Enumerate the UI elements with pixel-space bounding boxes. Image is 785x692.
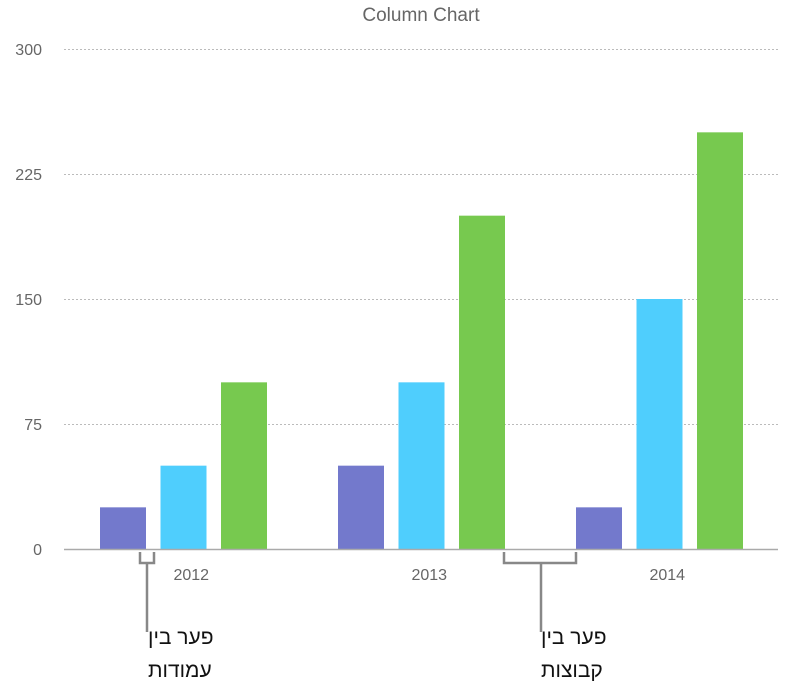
y-tick-label: 75 [24, 417, 42, 434]
bar-2014-series-2 [636, 299, 683, 549]
group-gap-label-line2: קבוצות [541, 659, 603, 682]
chart-title: Column Chart [362, 5, 480, 26]
bar-2013-series-2 [398, 382, 445, 549]
x-tick-label: 2012 [173, 567, 209, 584]
y-tick-label: 300 [15, 42, 42, 59]
y-tick-label: 150 [15, 292, 42, 309]
group-gap-bracket [502, 552, 578, 632]
column-gap-bracket [138, 552, 156, 632]
y-tick-label: 0 [33, 542, 42, 559]
column-gap-annotation: פער בין עמודות [138, 552, 214, 682]
bar-2012-series-2 [160, 465, 207, 549]
group-gap-label-line1: פער בין [541, 626, 607, 649]
bar-2014-series-1 [576, 507, 622, 549]
bar-2012-series-3 [221, 382, 267, 549]
bar-2013-series-1 [338, 465, 384, 549]
x-tick-label: 2014 [649, 567, 685, 584]
y-tick-label: 225 [15, 167, 42, 184]
bar-2013-series-3 [459, 215, 505, 549]
column-gap-label-line1: פער בין [148, 626, 214, 649]
column-gap-label-line2: עמודות [148, 659, 212, 682]
bar-2014-series-3 [697, 132, 743, 550]
bar-2012-series-1 [100, 507, 146, 549]
group-gap-annotation: פער בין קבוצות [502, 552, 607, 682]
x-tick-label: 2013 [411, 567, 447, 584]
